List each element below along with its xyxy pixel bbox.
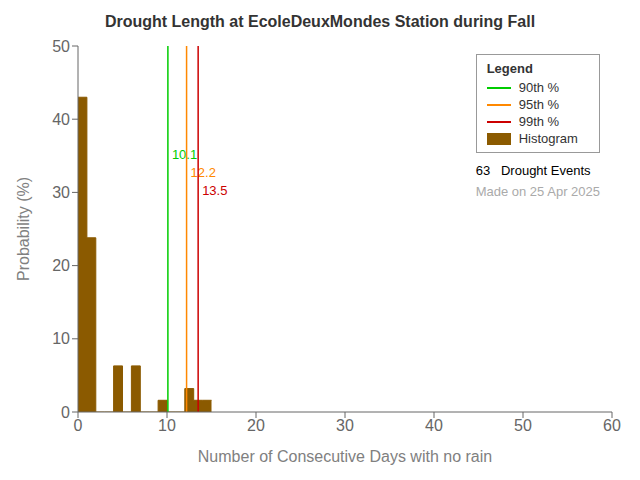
svg-text:Probability (%): Probability (%) [15,177,32,281]
html-text:Histogram: Histogram [518,131,578,146]
svg-text:10: 10 [52,330,70,347]
html-text:95th %: 95th % [518,97,560,112]
html-text:Drought Length at EcoleDeuxMon: Drought Length at EcoleDeuxMondes Statio… [104,13,536,30]
html-text:99th %: 99th % [518,114,560,129]
svg-text:20: 20 [52,257,70,274]
svg-text:30: 30 [336,417,354,434]
svg-text:13.5: 13.5 [202,183,227,198]
svg-text:50: 50 [514,417,532,434]
svg-text:40: 40 [425,417,443,434]
svg-text:50: 50 [52,38,70,55]
svg-text:Number of Consecutive Days wit: Number of Consecutive Days with no rain [198,448,492,465]
svg-text:60: 60 [603,417,621,434]
html-text:Made on 25 Apr 2025: Made on 25 Apr 2025 [475,184,600,199]
svg-text:30: 30 [52,184,70,201]
svg-text:0: 0 [74,417,83,434]
svg-text:40: 40 [52,111,70,128]
svg-text:0: 0 [61,404,70,421]
html-text:63 Drought Events: 63 Drought Events [475,163,591,178]
svg-text:12.2: 12.2 [191,165,216,180]
svg-text:10.1: 10.1 [172,147,197,162]
html-text:Legend: Legend [486,61,533,76]
html-text:90th %: 90th % [518,80,560,95]
svg-text:20: 20 [247,417,265,434]
svg-text:10: 10 [158,417,176,434]
